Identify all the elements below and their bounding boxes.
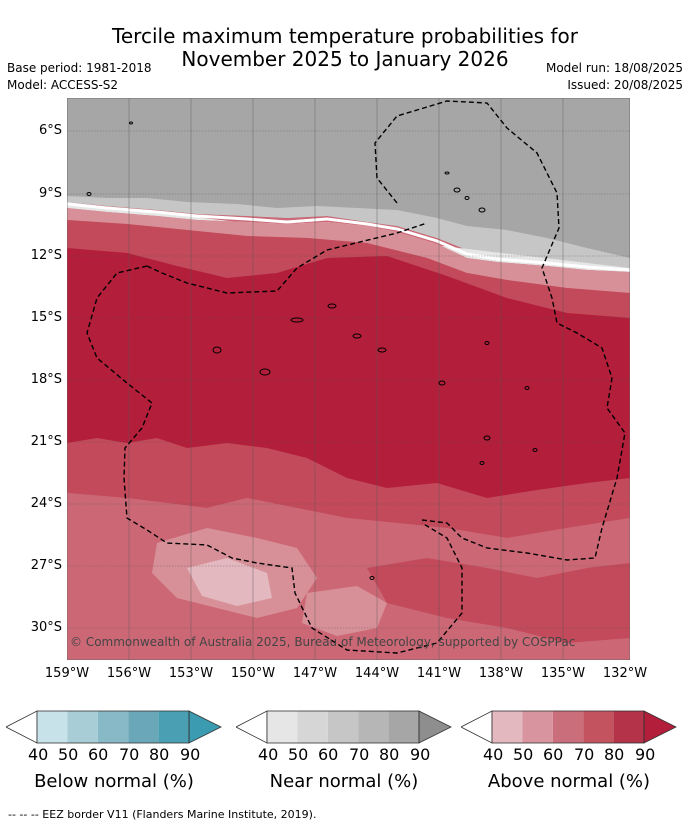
eez-borders	[86, 100, 626, 654]
cb-below-label-60: 60	[88, 745, 109, 764]
lon-tick-156w: 156°W	[106, 666, 152, 681]
map-title-line1: Tercile maximum temperature probabilitie…	[112, 24, 578, 48]
near-normal-light-band	[67, 196, 630, 268]
cb-above-label-60: 60	[543, 745, 564, 764]
model-run: Model run: 18/08/2025	[545, 61, 683, 75]
graticule	[67, 130, 630, 629]
lon-tick-147w: 147°W	[292, 666, 338, 681]
model-name: Model: ACCESS-S2	[7, 78, 119, 92]
above-80-90-core	[67, 248, 630, 498]
cb-near-label-90: 90	[410, 745, 431, 764]
lon-tick-135w: 135°W	[540, 666, 586, 681]
lon-tick-159w: 159°W	[44, 666, 90, 681]
lat-tick-6s: 6°S	[38, 123, 62, 138]
issued-date: Issued: 20/08/2025	[567, 78, 683, 92]
lat-tick-12s: 12°S	[30, 248, 62, 263]
map-title-line2: November 2025 to January 2026	[181, 47, 509, 71]
probability-map	[67, 98, 630, 660]
meridians	[128, 98, 564, 660]
colorbar-above-normal-graphic	[460, 710, 677, 744]
lat-tick-24s: 24°S	[30, 496, 62, 511]
colorbar-above-normal	[460, 710, 677, 744]
cb-near-label-50: 50	[288, 745, 309, 764]
lon-tick-132w: 132°W	[602, 666, 648, 681]
cb-above-label-50: 50	[513, 745, 534, 764]
island-outlines	[86, 121, 538, 580]
cb-above-label-70: 70	[574, 745, 595, 764]
cb-above-label-90: 90	[635, 745, 656, 764]
lon-tick-153w: 153°W	[168, 666, 214, 681]
near-normal-lightest-band	[67, 202, 630, 272]
cb-near-label-60: 60	[318, 745, 339, 764]
cb-below-label-70: 70	[119, 745, 140, 764]
colorbar-near-normal	[235, 710, 452, 744]
lon-tick-144w: 144°W	[354, 666, 400, 681]
cb-near-title: Near normal (%)	[269, 771, 419, 792]
lat-tick-30s: 30°S	[30, 620, 62, 635]
lon-tick-150w: 150°W	[230, 666, 276, 681]
cb-above-label-80: 80	[604, 745, 625, 764]
cb-below-title: Below normal (%)	[34, 771, 194, 792]
above-50-60-band	[67, 208, 630, 293]
above-70-80-patch	[367, 558, 630, 643]
colorbar-below-normal	[5, 710, 222, 744]
cb-near-label-80: 80	[379, 745, 400, 764]
cb-near-label-70: 70	[349, 745, 370, 764]
cb-below-label-50: 50	[58, 745, 79, 764]
cb-below-label-90: 90	[180, 745, 201, 764]
near-normal-region	[67, 98, 630, 268]
lat-tick-21s: 21°S	[30, 434, 62, 449]
base-period: Base period: 1981-2018	[7, 61, 152, 75]
colorbar-near-normal-graphic	[235, 710, 452, 744]
tercile-boundary	[67, 202, 630, 272]
lon-tick-141w: 141°W	[416, 666, 462, 681]
lat-tick-15s: 15°S	[30, 310, 62, 325]
lon-tick-138w: 138°W	[478, 666, 524, 681]
copyright-notice: © Commonwealth of Australia 2025, Bureau…	[70, 635, 576, 649]
cb-near-label-40: 40	[258, 745, 279, 764]
cb-below-label-80: 80	[149, 745, 170, 764]
cb-below-label-40: 40	[28, 745, 49, 764]
above-40-50-patch	[187, 558, 272, 606]
lat-tick-27s: 27°S	[30, 558, 62, 573]
eez-footnote: -- -- -- EEZ border V11 (Flanders Marine…	[8, 808, 317, 821]
cb-above-label-40: 40	[483, 745, 504, 764]
cb-above-title: Above normal (%)	[487, 771, 651, 792]
lat-tick-18s: 18°S	[30, 372, 62, 387]
lat-tick-9s: 9°S	[38, 186, 62, 201]
colorbar-below-normal-graphic	[5, 710, 222, 744]
above-50-60-patch-south	[302, 586, 387, 636]
